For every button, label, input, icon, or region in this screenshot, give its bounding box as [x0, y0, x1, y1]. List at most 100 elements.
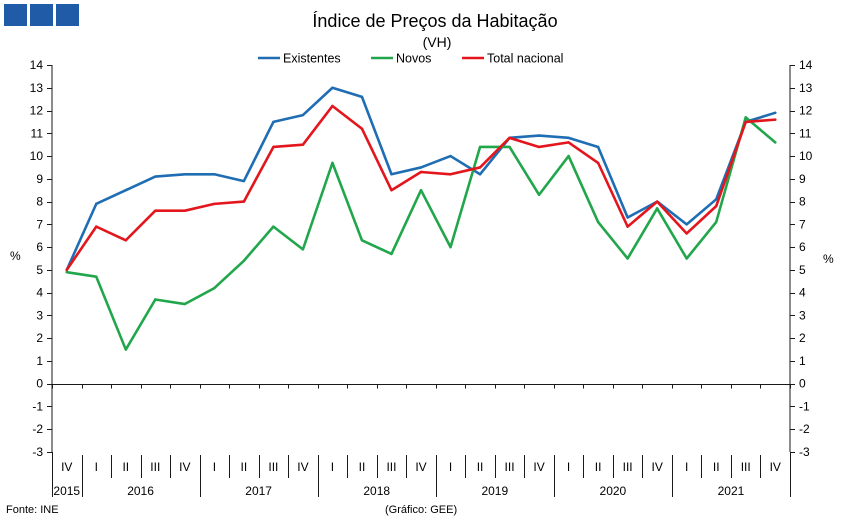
y-tick-label-left: 3 [36, 308, 43, 322]
quarter-label: I [567, 460, 570, 474]
quarter-label: III [741, 460, 751, 474]
data-point-novos [537, 193, 541, 196]
year-label: 2020 [600, 484, 627, 498]
quarter-label: III [386, 460, 396, 474]
data-point-total-nacional [242, 200, 246, 203]
data-point-novos [478, 145, 482, 149]
y-tick-label-right: -2 [799, 422, 810, 436]
footer-credit: (Gráfico: GEE) [385, 504, 457, 516]
data-point-total-nacional [95, 225, 98, 228]
data-point-novos [626, 257, 629, 260]
data-point-total-nacional [390, 189, 393, 192]
data-point-existentes [301, 113, 305, 117]
data-point-total-nacional [596, 161, 600, 165]
data-point-existentes [183, 173, 187, 176]
x-axis-labels: IV I II III IV I II III IV I II III IV I II III IV I II III… [53, 460, 781, 498]
quarter-label: IV [415, 460, 426, 474]
y-tick-label-right: 14 [799, 58, 813, 72]
data-point-total-nacional [478, 166, 482, 169]
year-label: 2021 [718, 484, 745, 498]
data-point-existentes [685, 223, 688, 226]
y-tick-label-right: -1 [799, 399, 810, 413]
legend-item-novos: Novos [371, 52, 431, 66]
data-point-novos [65, 270, 68, 274]
quarter-label: III [505, 460, 515, 474]
chart-title: Índice de Preços da Habitação [312, 11, 557, 31]
quarter-label: I [95, 460, 98, 474]
year-label: 2015 [53, 484, 80, 498]
quarter-label: IV [651, 460, 662, 474]
axes [47, 65, 795, 497]
legend-item-existentes: Existentes [258, 52, 341, 66]
y-tick-label-right: 1 [799, 354, 806, 368]
data-point-novos [213, 286, 216, 290]
data-point-novos [154, 298, 157, 301]
y-tick-label-right: 13 [799, 81, 813, 95]
data-point-total-nacional [449, 173, 452, 176]
y-tick-label-right: 10 [799, 149, 813, 163]
y-tick-label-right: 5 [799, 263, 806, 277]
quarter-label: II [595, 460, 602, 474]
data-point-novos [508, 145, 511, 149]
data-point-total-nacional [360, 127, 364, 130]
data-point-total-nacional [715, 204, 718, 208]
y-tick-label-right: 3 [799, 308, 806, 322]
logo [4, 4, 79, 26]
y-tick-label-left: 8 [36, 195, 43, 209]
data-point-total-nacional [154, 209, 157, 212]
y-tick-label-right: 11 [799, 126, 812, 140]
data-point-total-nacional [508, 136, 511, 140]
y-tick-label-left: 2 [36, 331, 43, 345]
data-point-total-nacional [419, 170, 423, 174]
data-point-existentes [596, 145, 600, 149]
quarter-label: IV [770, 460, 781, 474]
data-point-existentes [124, 189, 128, 192]
y-tick-label-left: 12 [30, 104, 44, 118]
quarter-label: III [268, 460, 278, 474]
data-point-total-nacional [744, 120, 747, 124]
legend-label: Novos [396, 52, 431, 66]
logo-block [56, 4, 79, 26]
quarter-label: II [477, 460, 484, 474]
legend-label: Existentes [283, 52, 341, 66]
data-point-novos [301, 248, 305, 251]
y-tick-label-left: 10 [30, 149, 44, 163]
y-tick-label-right: 9 [799, 172, 806, 186]
data-point-total-nacional [774, 118, 777, 121]
quarter-label: II [122, 460, 129, 474]
data-point-existentes [715, 198, 718, 201]
year-label: 2017 [245, 484, 272, 498]
y-tick-label-right: 12 [799, 104, 813, 118]
y-tick-label-left: -1 [32, 399, 43, 413]
data-point-total-nacional [567, 141, 570, 144]
y-tick-label-left: -3 [32, 445, 43, 459]
y-tick-label-right: -3 [799, 445, 810, 459]
logo-block [30, 4, 53, 26]
year-label: 2018 [363, 484, 390, 498]
year-label: 2016 [127, 484, 154, 498]
data-point-novos [449, 245, 452, 249]
data-point-existentes [537, 134, 541, 137]
data-point-total-nacional [301, 143, 305, 146]
quarter-label: III [623, 460, 633, 474]
data-point-existentes [331, 86, 334, 89]
y-tick-label-left: 7 [36, 217, 43, 231]
year-label: 2019 [481, 484, 508, 498]
quarter-label: IV [61, 460, 72, 474]
quarter-label: I [685, 460, 688, 474]
data-point-existentes [154, 175, 157, 178]
data-point-novos [331, 161, 334, 165]
data-point-total-nacional [183, 209, 187, 212]
data-point-novos [272, 225, 275, 228]
y-tick-label-right: 6 [799, 240, 806, 254]
quarter-label: I [449, 460, 452, 474]
data-point-existentes [567, 136, 570, 140]
data-point-novos [774, 141, 777, 144]
data-point-total-nacional [124, 239, 128, 242]
data-point-novos [744, 116, 747, 119]
series-line-existentes [65, 86, 777, 272]
quarter-label: I [213, 460, 216, 474]
data-point-existentes [626, 216, 629, 219]
quarter-label: III [150, 460, 160, 474]
